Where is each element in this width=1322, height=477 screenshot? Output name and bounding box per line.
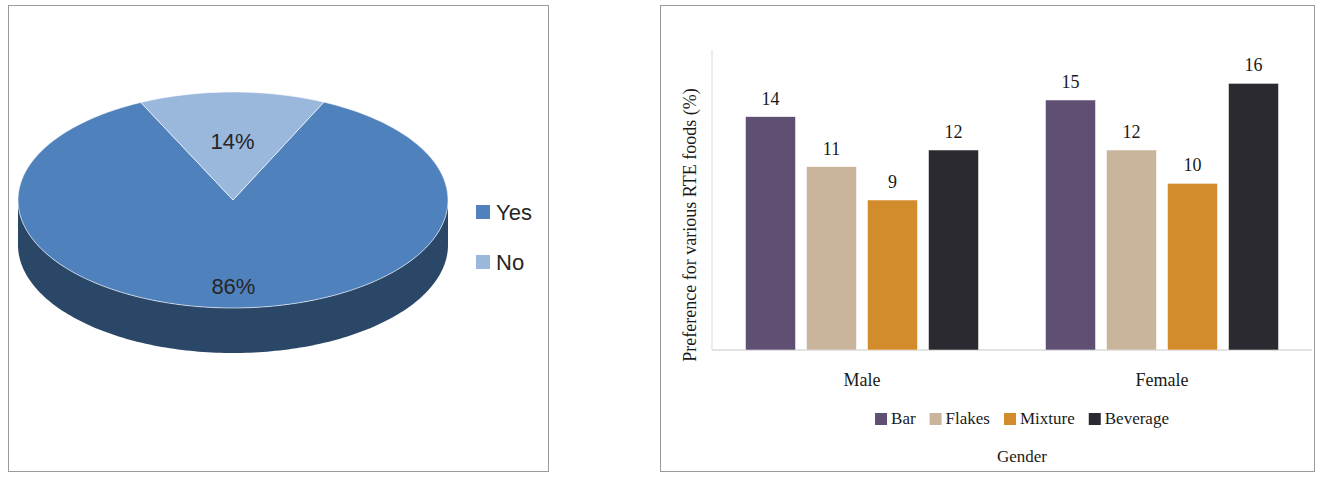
legend-swatch [930,413,942,425]
bar [1107,150,1157,350]
pie-slice [18,102,448,308]
legend-label: No [496,250,524,275]
data-label: 16 [1245,55,1263,75]
data-label: 14 [762,89,780,109]
bar [807,167,857,350]
pie-slice [141,92,324,200]
legend-swatch [476,205,490,219]
bar [929,150,979,350]
panel-frame [9,6,549,472]
legend-label: Flakes [946,409,990,428]
data-label: 12 [1123,122,1141,142]
y-axis-title: Preference for various RTE foods (%) [680,88,701,361]
bar [1046,100,1096,350]
bars [746,83,1279,350]
x-axis-title: Gender [997,447,1047,466]
panel-frame [661,6,1315,472]
pie [18,92,448,353]
x-tick-label: Male [844,370,881,390]
data-label: 10 [1184,155,1202,175]
legend-swatch [1089,413,1101,425]
legend: Bar Flakes Mixture Beverage [875,409,1169,428]
data-label: 15 [1062,72,1080,92]
data-labels: 14 11 9 12 15 12 10 16 [762,55,1263,192]
y-axis-line [712,50,713,350]
legend-swatch [1004,413,1016,425]
legend-label: Yes [496,200,532,225]
legend-swatch [476,255,490,269]
data-label: 11 [823,139,840,159]
data-label: 12 [945,122,963,142]
legend-label: Mixture [1020,409,1075,428]
data-label: 14% [211,129,255,154]
data-label: 86% [211,274,255,299]
bar [1229,83,1279,350]
bar [868,200,918,350]
bar [1168,183,1218,350]
data-label: 9 [888,172,897,192]
legend-label: Bar [891,409,916,428]
x-axis-line [712,349,1312,350]
bar [746,117,796,350]
x-tick-label: Female [1136,370,1189,390]
legend-label: Beverage [1105,409,1169,428]
legend-swatch [875,413,887,425]
